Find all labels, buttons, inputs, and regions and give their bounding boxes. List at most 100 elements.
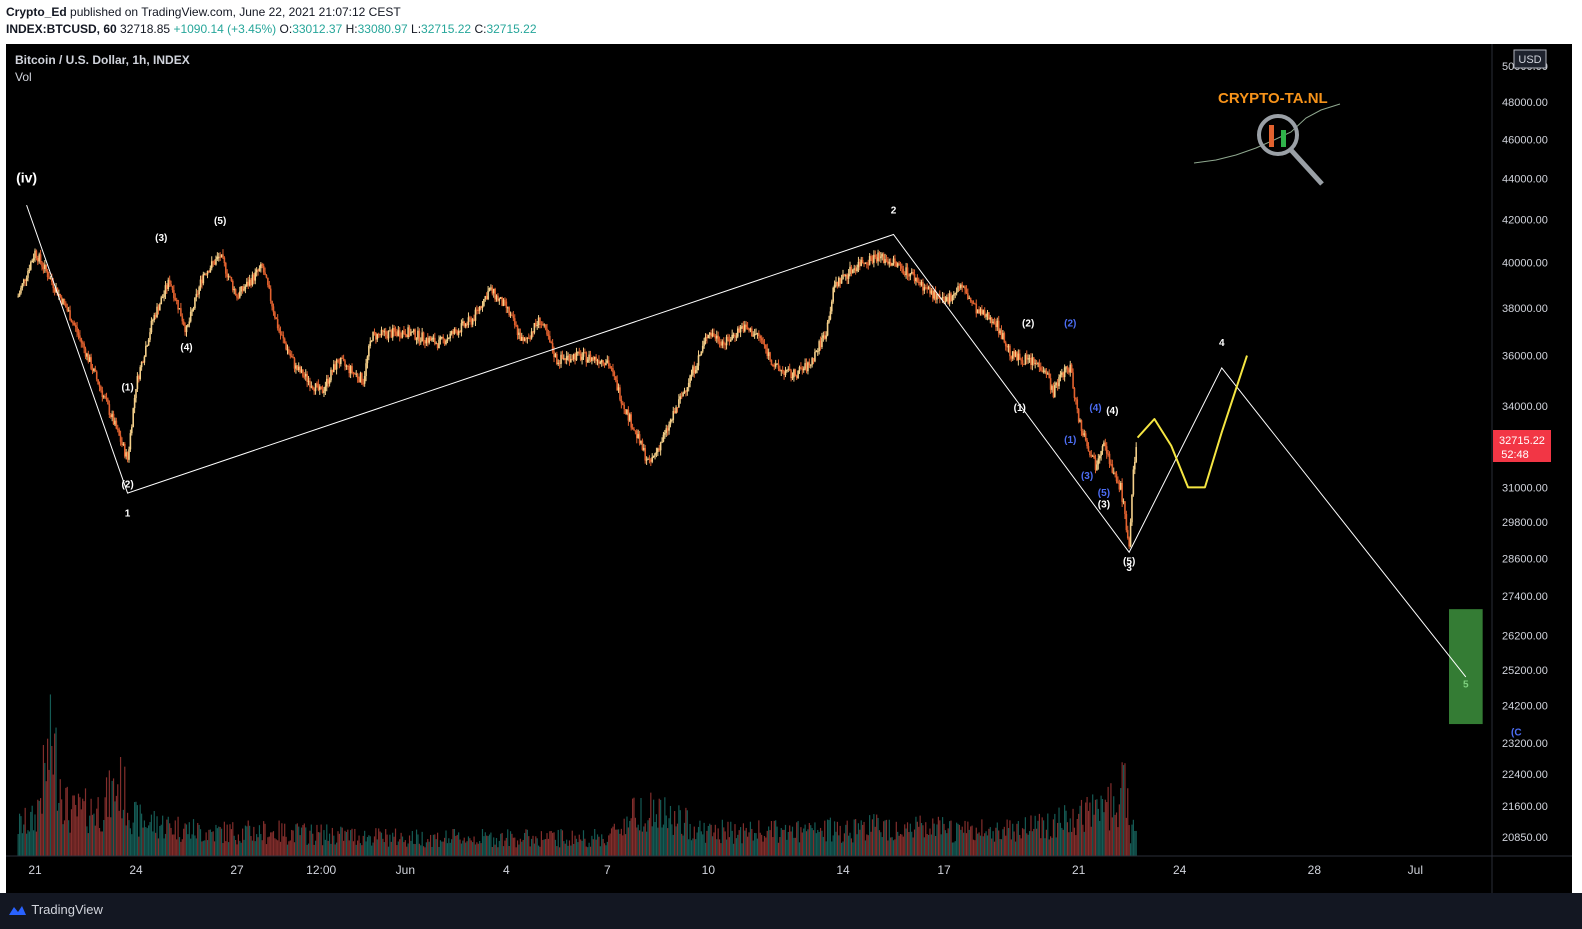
candle-body: [909, 273, 912, 277]
candle-body: [550, 342, 553, 344]
candle-body: [832, 287, 834, 302]
candle-body: [661, 441, 663, 443]
volume-bar: [965, 833, 968, 856]
volume-bar: [592, 839, 594, 856]
candle-body: [400, 336, 402, 338]
candle-body: [960, 284, 962, 289]
volume-bar: [570, 845, 572, 856]
volume-bar: [998, 830, 1000, 856]
volume-bar: [288, 841, 290, 856]
volume-bar: [1003, 826, 1005, 856]
candle-body: [184, 325, 186, 333]
candle-body: [936, 294, 938, 300]
volume-bar: [589, 846, 592, 856]
y-tick-label: 25200.00: [1502, 665, 1548, 677]
volume-bar: [761, 834, 763, 856]
volume-bar: [627, 827, 629, 856]
volume-bar: [574, 835, 576, 856]
volume-bar: [347, 829, 349, 856]
candle-body: [212, 261, 214, 263]
volume-bar: [146, 828, 148, 856]
volume-bar: [1024, 817, 1026, 856]
candle-body: [875, 257, 878, 262]
volume-bar: [93, 813, 95, 856]
tradingview-logo[interactable]: TradingView: [6, 902, 103, 917]
chart-area[interactable]: (iv) 1 (2) (1) (3) (4) (5) 2 (1) (2) (2) (4) (4) (1)(…: [6, 44, 1572, 893]
candle-body: [635, 430, 638, 439]
volume-bar: [609, 833, 611, 856]
volume-bar: [244, 825, 247, 856]
volume-bar: [553, 832, 555, 856]
volume-bar: [1097, 808, 1099, 856]
candle-body: [675, 407, 677, 414]
candle-body: [993, 321, 996, 324]
volume-bar: [31, 805, 33, 856]
volume-bar: [794, 837, 796, 856]
candle-body: [74, 325, 77, 328]
candle-body: [317, 383, 320, 390]
candle-body: [267, 277, 269, 285]
volume-bar: [178, 837, 181, 856]
price-axis[interactable]: [6, 44, 1572, 893]
candle-body: [1117, 481, 1119, 483]
volume-bar: [1061, 827, 1063, 856]
price-chart[interactable]: (iv)1(2)(1)(3)(4)(5)2(1)(2) (2)(4) (4)(1)(…: [6, 44, 1572, 893]
volume-bar: [302, 825, 304, 856]
candle-body: [67, 310, 70, 312]
candle-body: [391, 328, 394, 338]
candle-body: [279, 331, 282, 335]
volume-bar: [1057, 822, 1059, 856]
volume-bar: [738, 830, 740, 856]
volume-bar: [380, 832, 383, 856]
volume-bar: [887, 840, 889, 856]
candle-body: [1032, 357, 1035, 364]
author-name[interactable]: Crypto_Ed: [6, 5, 67, 19]
candle-body: [121, 441, 123, 445]
volume-bar: [170, 827, 172, 856]
volume-bar: [710, 824, 712, 856]
volume-bar: [472, 842, 474, 856]
candle-body: [194, 297, 196, 309]
volume-bar: [779, 837, 781, 856]
candle-body: [208, 271, 210, 273]
candle-body: [498, 298, 501, 301]
candle-body: [397, 330, 400, 336]
candle-body: [1048, 373, 1051, 379]
candle-body: [856, 267, 858, 272]
volume-bar: [909, 823, 911, 856]
candle-body: [745, 324, 748, 328]
volume-bar: [320, 824, 322, 856]
volume-bar: [1065, 810, 1067, 856]
volume-bar: [759, 832, 761, 856]
candle-body: [513, 318, 516, 326]
volume-bar: [462, 840, 464, 856]
y-tick-label: 23200.00: [1502, 738, 1548, 750]
volume-bar: [797, 820, 799, 856]
volume-bar: [957, 823, 959, 856]
candle-body: [51, 278, 53, 283]
candle-body: [798, 367, 801, 371]
volume-bar: [327, 840, 329, 856]
volume-bar: [1087, 810, 1090, 856]
volume-bar: [190, 838, 192, 856]
candle-body: [229, 276, 231, 278]
volume-bar: [187, 834, 189, 856]
low-value: 32715.22: [421, 22, 472, 36]
volume-bar: [1100, 795, 1102, 856]
candle-body: [950, 293, 952, 301]
candle-body: [682, 392, 684, 397]
candle-body: [375, 332, 377, 340]
candle-body: [368, 345, 370, 357]
volume-bar: [556, 846, 558, 856]
candle-body: [243, 288, 245, 291]
volume-bar: [636, 827, 638, 856]
candle-body: [795, 375, 798, 378]
volume-bar: [1132, 819, 1134, 856]
candle-body: [744, 324, 746, 332]
volume-bar: [171, 834, 174, 856]
volume-bar: [247, 820, 249, 856]
volume-bar: [100, 831, 102, 856]
volume-bar: [832, 835, 834, 856]
candle-body: [913, 273, 916, 282]
candle-body: [581, 356, 583, 360]
